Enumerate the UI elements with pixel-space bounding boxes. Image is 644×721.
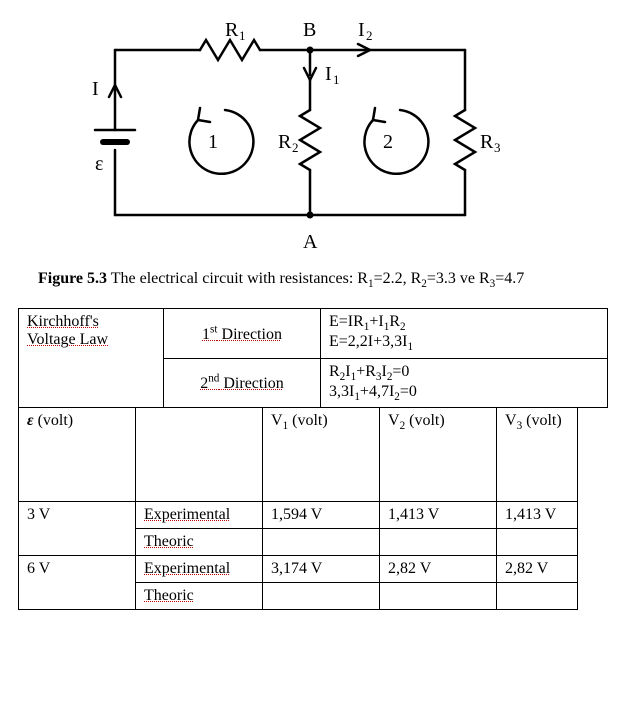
hdr-v1: V xyxy=(271,412,283,429)
svg-text:3: 3 xyxy=(494,140,501,155)
eq-dir1: E=IR1+I1R2 E=2,2I+3,3I1 xyxy=(321,309,608,358)
direction-2: 2nd Direction xyxy=(200,375,284,392)
cell-3v-v3-theo xyxy=(497,528,578,555)
row-3v-exp: 3 V Experimental 1,594 V 1,413 V 1,413 V xyxy=(19,501,578,528)
cell-6v-v3: 2,82 V xyxy=(497,555,578,582)
kvl-table: Kirchhoff's Voltage Law 1st Direction E=… xyxy=(18,308,608,408)
cell-3v-v3: 1,413 V xyxy=(497,501,578,528)
cell-3v-v2: 1,413 V xyxy=(380,501,497,528)
label-r2: R xyxy=(278,131,292,153)
loop2-label: 2 xyxy=(383,131,393,153)
cell-6v-v3-theo xyxy=(497,582,578,609)
label-i: I xyxy=(92,78,99,100)
cell-3v-v1: 1,594 V xyxy=(263,501,380,528)
svg-text:2: 2 xyxy=(292,140,299,155)
svg-text:1: 1 xyxy=(239,28,246,43)
row-type-theoric: Theoric xyxy=(144,533,194,550)
circuit-diagram: R 1 B I 2 I 1 R 2 R 3 I ε 1 2 A xyxy=(70,20,510,260)
cell-6v: 6 V xyxy=(19,555,136,609)
cell-6v-v2: 2,82 V xyxy=(380,555,497,582)
cell-3v-v1-theo xyxy=(263,528,380,555)
svg-text:2: 2 xyxy=(366,28,373,43)
cell-6v-v1: 3,174 V xyxy=(263,555,380,582)
caption-prefix: Figure 5.3 xyxy=(38,270,107,287)
cell-3v-v2-theo xyxy=(380,528,497,555)
row-6v-exp: 6 V Experimental 3,174 V 2,82 V 2,82 V xyxy=(19,555,578,582)
hdr-v3: V xyxy=(505,412,517,429)
direction-1: 1st Direction xyxy=(202,326,282,343)
kvl-row-1: Kirchhoff's Voltage Law 1st Direction E=… xyxy=(19,309,608,358)
label-eps: ε xyxy=(95,153,103,175)
row-type-experimental: Experimental xyxy=(144,506,230,523)
loop1-label: 1 xyxy=(208,131,218,153)
label-i2: I xyxy=(358,20,365,41)
hdr-v2: V xyxy=(388,412,400,429)
label-b: B xyxy=(303,20,316,41)
eq-dir2: R2I1+R3I2=0 3,3I1+4,7I2=0 xyxy=(321,358,608,407)
label-r1: R xyxy=(225,20,239,41)
kvl-title-2: Voltage Law xyxy=(27,331,108,348)
cell-3v: 3 V xyxy=(19,501,136,555)
circuit-svg: R 1 B I 2 I 1 R 2 R 3 I ε 1 2 A xyxy=(70,20,510,255)
label-i1: I xyxy=(325,63,332,85)
label-a: A xyxy=(303,231,318,253)
voltage-table: ε (volt) V1 (volt) V2 (volt) V3 (volt) 3… xyxy=(18,407,578,610)
label-r3: R xyxy=(480,131,494,153)
kvl-title-1: Kirchhoff's xyxy=(27,313,99,330)
figure-caption: Figure 5.3 The electrical circuit with r… xyxy=(38,270,634,290)
cell-6v-v1-theo xyxy=(263,582,380,609)
svg-text:1: 1 xyxy=(333,72,340,87)
voltage-header-row: ε (volt) V1 (volt) V2 (volt) V3 (volt) xyxy=(19,407,578,501)
cell-6v-v2-theo xyxy=(380,582,497,609)
